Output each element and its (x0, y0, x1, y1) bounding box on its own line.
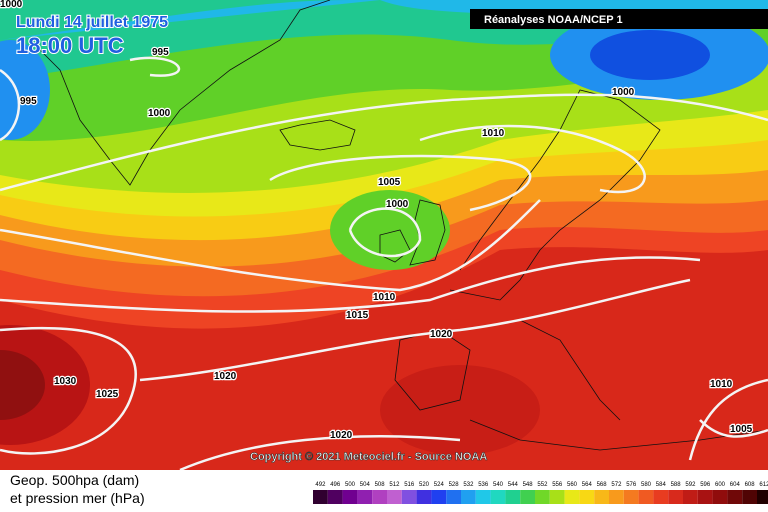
scale-swatch (549, 490, 565, 504)
isobar-label: 1015 (346, 310, 369, 321)
source-label: Réanalyses NOAA/NCEP 1 (484, 14, 623, 26)
scale-swatch (342, 490, 358, 504)
scale-label: 520 (419, 482, 430, 488)
scale-swatch (401, 490, 417, 504)
scale-label: 504 (360, 482, 371, 488)
scale-swatch (668, 490, 683, 504)
isobar-label: 1030 (54, 376, 77, 387)
scale-swatch (490, 490, 506, 504)
isobar-label: 995 (20, 96, 37, 107)
scale-label: 596 (700, 482, 711, 488)
isobar-label: 1020 (430, 329, 453, 340)
isobar-label: 1000 (612, 87, 635, 98)
color-scale: 492 496 500 504 508 512 516 520 524 528 532 536 540 5… (313, 482, 768, 504)
scale-label: 524 (434, 482, 445, 488)
isobar-label: 1000 (386, 199, 409, 210)
scale-swatch (357, 490, 373, 504)
scale-swatch (609, 490, 624, 504)
scale-swatch (313, 490, 328, 504)
scale-label: 528 (449, 482, 460, 488)
scale-swatch (327, 490, 343, 504)
scale-label: 600 (715, 482, 726, 488)
isobar-label: 1005 (378, 177, 401, 188)
scale-label: 536 (478, 482, 489, 488)
scale-swatch (757, 490, 768, 504)
scale-swatch (638, 490, 654, 504)
scale-swatch (697, 490, 713, 504)
legend-line: Geop. 500hpa (dam) (10, 472, 139, 488)
isobar-label: 1020 (214, 371, 237, 382)
scale-swatch (712, 490, 728, 504)
scale-swatch (372, 490, 387, 504)
date-label: Lundi 14 juillet 1975 (16, 14, 168, 31)
scale-label: 564 (582, 482, 593, 488)
isobar-label: 995 (152, 47, 169, 58)
scale-label: 608 (745, 482, 756, 488)
isobar-label: 1010 (710, 379, 733, 390)
isobar-label: 1000 (0, 0, 23, 10)
scale-label: 492 (315, 482, 326, 488)
isobars (0, 56, 768, 472)
scale-label: 572 (611, 482, 622, 488)
scale-label: 588 (671, 482, 682, 488)
scale-label: 584 (656, 482, 667, 488)
scale-swatch (564, 490, 580, 504)
scale-swatch (505, 490, 521, 504)
scale-label: 560 (567, 482, 578, 488)
scale-label: 540 (493, 482, 504, 488)
scale-swatch (431, 490, 447, 504)
scale-swatch (446, 490, 461, 504)
scale-label: 500 (345, 482, 356, 488)
scale-label: 612 (759, 482, 768, 488)
isobar-label: 1000 (148, 108, 171, 119)
source-box (470, 9, 768, 29)
isobar-label: 1025 (96, 389, 119, 400)
scale-label: 544 (508, 482, 519, 488)
scale-label: 516 (404, 482, 415, 488)
scale-label: 532 (463, 482, 474, 488)
copyright: Copyright © 2021 Meteociel.fr - Source N… (250, 451, 487, 463)
isobar-label: 1005 (730, 424, 753, 435)
isobar-label: 1010 (373, 292, 396, 303)
scale-swatch (461, 490, 476, 504)
scale-swatch (727, 490, 743, 504)
scale-label: 604 (730, 482, 741, 488)
scale-label: 580 (641, 482, 652, 488)
scale-swatch (520, 490, 535, 504)
map-background (0, 0, 768, 470)
isobar-label: 1010 (482, 128, 505, 139)
scale-swatch (742, 490, 757, 504)
isobar-labels: 1000 995 995 1000 1000 1010 1005 1000 1010 1015 10… (0, 0, 754, 442)
scale-label: 592 (685, 482, 696, 488)
scale-swatch (683, 490, 698, 504)
legend-line: et pression mer (hPa) (10, 490, 145, 506)
scale-label: 496 (330, 482, 341, 488)
scale-label: 556 (552, 482, 563, 488)
scale-label: 552 (537, 482, 548, 488)
scale-swatch (387, 490, 402, 504)
scale-label: 508 (375, 482, 386, 488)
scale-swatch (416, 490, 432, 504)
scale-label: 568 (597, 482, 608, 488)
scale-label: 512 (389, 482, 400, 488)
scale-swatch (579, 490, 595, 504)
scale-swatch (475, 490, 491, 504)
scale-swatch (653, 490, 669, 504)
isobar-label: 1020 (330, 430, 353, 441)
scale-swatch (594, 490, 609, 504)
scale-label: 576 (626, 482, 637, 488)
scale-swatch (623, 490, 639, 504)
scale-swatch (535, 490, 550, 504)
scale-label: 548 (523, 482, 534, 488)
time-label: 18:00 UTC (16, 33, 124, 58)
